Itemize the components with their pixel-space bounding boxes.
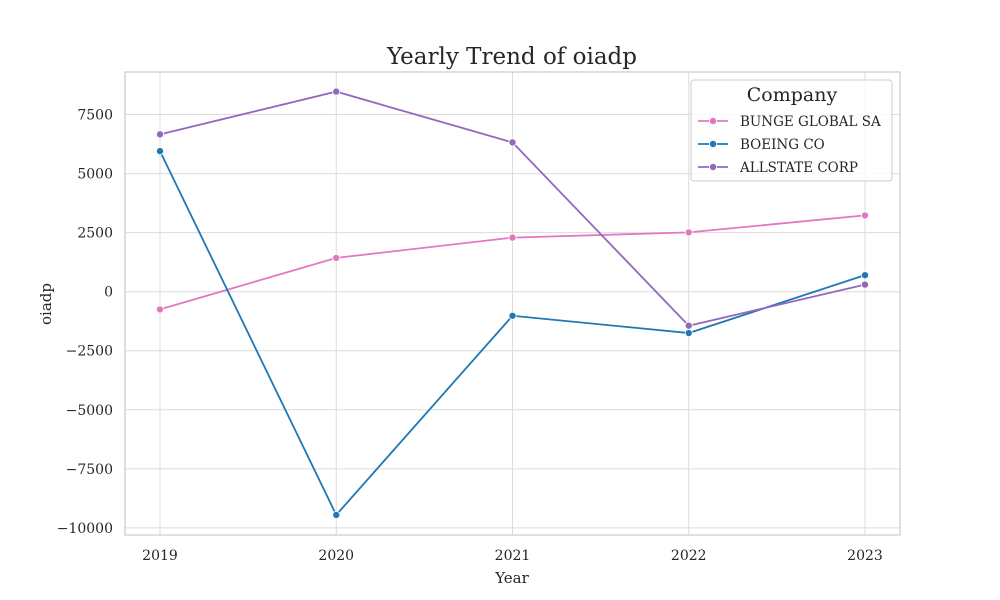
- series-bunge-global-sa: [155, 211, 870, 314]
- series-layer: [155, 87, 870, 519]
- legend-items: BUNGE GLOBAL SA BOEING CO ALLSTATE CORP: [698, 114, 881, 176]
- legend-item: BOEING CO: [698, 137, 825, 153]
- data-point: [332, 510, 341, 519]
- data-point: [861, 211, 870, 220]
- x-tick-labels: 2019 2020 2021 2022 2023: [142, 548, 883, 564]
- data-point: [155, 147, 164, 156]
- x-tick-label: 2023: [847, 548, 883, 564]
- y-tick-label: 2500: [77, 226, 113, 242]
- y-tick-label: −10000: [57, 521, 113, 537]
- data-point: [684, 228, 693, 237]
- data-point: [155, 130, 164, 139]
- legend-title: Company: [747, 84, 838, 106]
- y-axis-label: oiadp: [37, 283, 55, 325]
- data-point: [508, 233, 517, 242]
- y-tick-label: −7500: [66, 462, 113, 478]
- y-tick-label: 5000: [77, 167, 113, 183]
- x-tick-label: 2022: [671, 548, 707, 564]
- series-allstate-corp: [155, 87, 870, 330]
- grid: [125, 72, 900, 535]
- data-point: [508, 311, 517, 320]
- chart-title: Yearly Trend of oiadp: [386, 44, 637, 70]
- data-point: [861, 271, 870, 280]
- data-point: [684, 321, 693, 330]
- plot-area: [124, 71, 901, 536]
- x-tick-label: 2019: [142, 548, 178, 564]
- y-tick-labels: −10000 −7500 −5000 −2500 0 2500 5000 7500: [57, 108, 113, 537]
- data-point: [684, 329, 693, 338]
- legend-label: BUNGE GLOBAL SA: [740, 114, 881, 130]
- legend-swatch-marker: [709, 117, 718, 126]
- y-tick-label: 0: [104, 285, 113, 301]
- y-tick-label: −2500: [66, 344, 113, 360]
- data-point: [861, 280, 870, 289]
- x-tick-label: 2021: [495, 548, 531, 564]
- legend-item: BUNGE GLOBAL SA: [698, 114, 881, 130]
- data-point: [508, 138, 517, 147]
- y-tick-label: −5000: [66, 403, 113, 419]
- legend-swatch-marker: [709, 162, 718, 171]
- legend-label: BOEING CO: [740, 137, 825, 153]
- y-tick-label: 7500: [77, 108, 113, 124]
- x-tick-label: 2020: [318, 548, 354, 564]
- legend-label: ALLSTATE CORP: [739, 160, 858, 176]
- data-point: [332, 87, 341, 96]
- legend-swatch-marker: [709, 139, 718, 148]
- legend: Company BUNGE GLOBAL SA BOEING CO ALLSTATE…: [690, 79, 893, 182]
- data-point: [332, 253, 341, 262]
- data-point: [155, 305, 164, 314]
- legend-item: ALLSTATE CORP: [698, 160, 858, 176]
- series-boeing-co: [155, 147, 870, 519]
- x-axis-label: Year: [494, 569, 529, 587]
- legend-box: [690, 79, 893, 182]
